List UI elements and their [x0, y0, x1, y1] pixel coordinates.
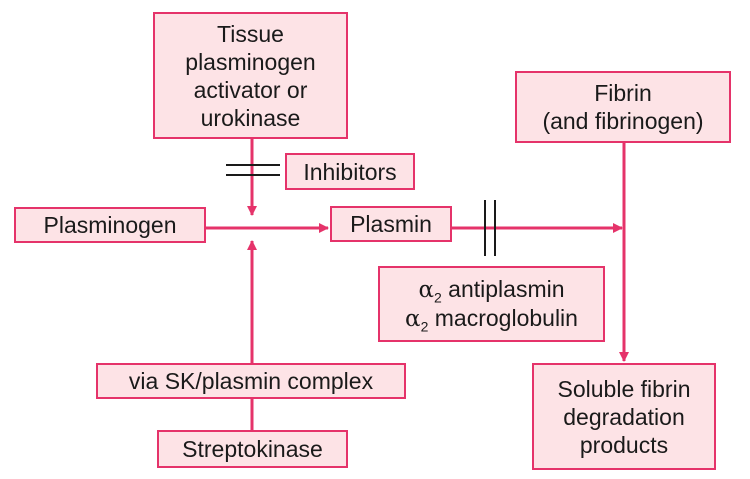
- fibrin-box: Fibrin (and fibrinogen): [515, 71, 731, 143]
- products-line-2: degradation: [563, 403, 685, 430]
- antiplasmin-line-1: α2 antiplasmin: [418, 275, 565, 306]
- activator-line-4: urokinase: [200, 104, 301, 131]
- sk-complex-box: via SK/plasmin complex: [96, 363, 406, 399]
- activator-line-2: plasminogen: [185, 48, 316, 75]
- activator-line-3: activator or: [193, 76, 308, 103]
- streptokinase-box: Streptokinase: [157, 430, 348, 468]
- products-box: Soluble fibrin degradation products: [532, 363, 716, 470]
- alpha-symbol: α: [405, 306, 421, 332]
- products-line-3: products: [579, 431, 669, 458]
- inhibitors-label: Inhibitors: [303, 158, 397, 185]
- plasminogen-label: Plasminogen: [43, 212, 177, 238]
- antiplasmin-box: α2 antiplasmin α2 macroglobulin: [378, 266, 605, 342]
- activator-box: Tissue plasminogen activator or urokinas…: [153, 12, 348, 139]
- alpha-symbol: α: [418, 277, 434, 303]
- macroglobulin-text: macroglobulin: [428, 305, 578, 331]
- products-line-1: Soluble fibrin: [557, 375, 691, 402]
- antiplasmin-line-2: α2 macroglobulin: [405, 304, 578, 335]
- streptokinase-label: Streptokinase: [182, 436, 323, 462]
- alpha-subscript: 2: [420, 318, 429, 335]
- fibrin-line-1: Fibrin: [594, 80, 652, 106]
- alpha-subscript: 2: [434, 289, 442, 306]
- antiplasmin-text: antiplasmin: [441, 276, 565, 302]
- activator-line-1: Tissue: [217, 20, 284, 47]
- inhibitors-box: Inhibitors: [285, 153, 415, 190]
- sk-complex-label: via SK/plasmin complex: [128, 368, 374, 394]
- fibrin-line-2: (and fibrinogen): [542, 108, 704, 134]
- plasminogen-box: Plasminogen: [14, 207, 206, 243]
- plasmin-label: Plasmin: [350, 211, 432, 237]
- plasmin-box: Plasmin: [330, 206, 452, 242]
